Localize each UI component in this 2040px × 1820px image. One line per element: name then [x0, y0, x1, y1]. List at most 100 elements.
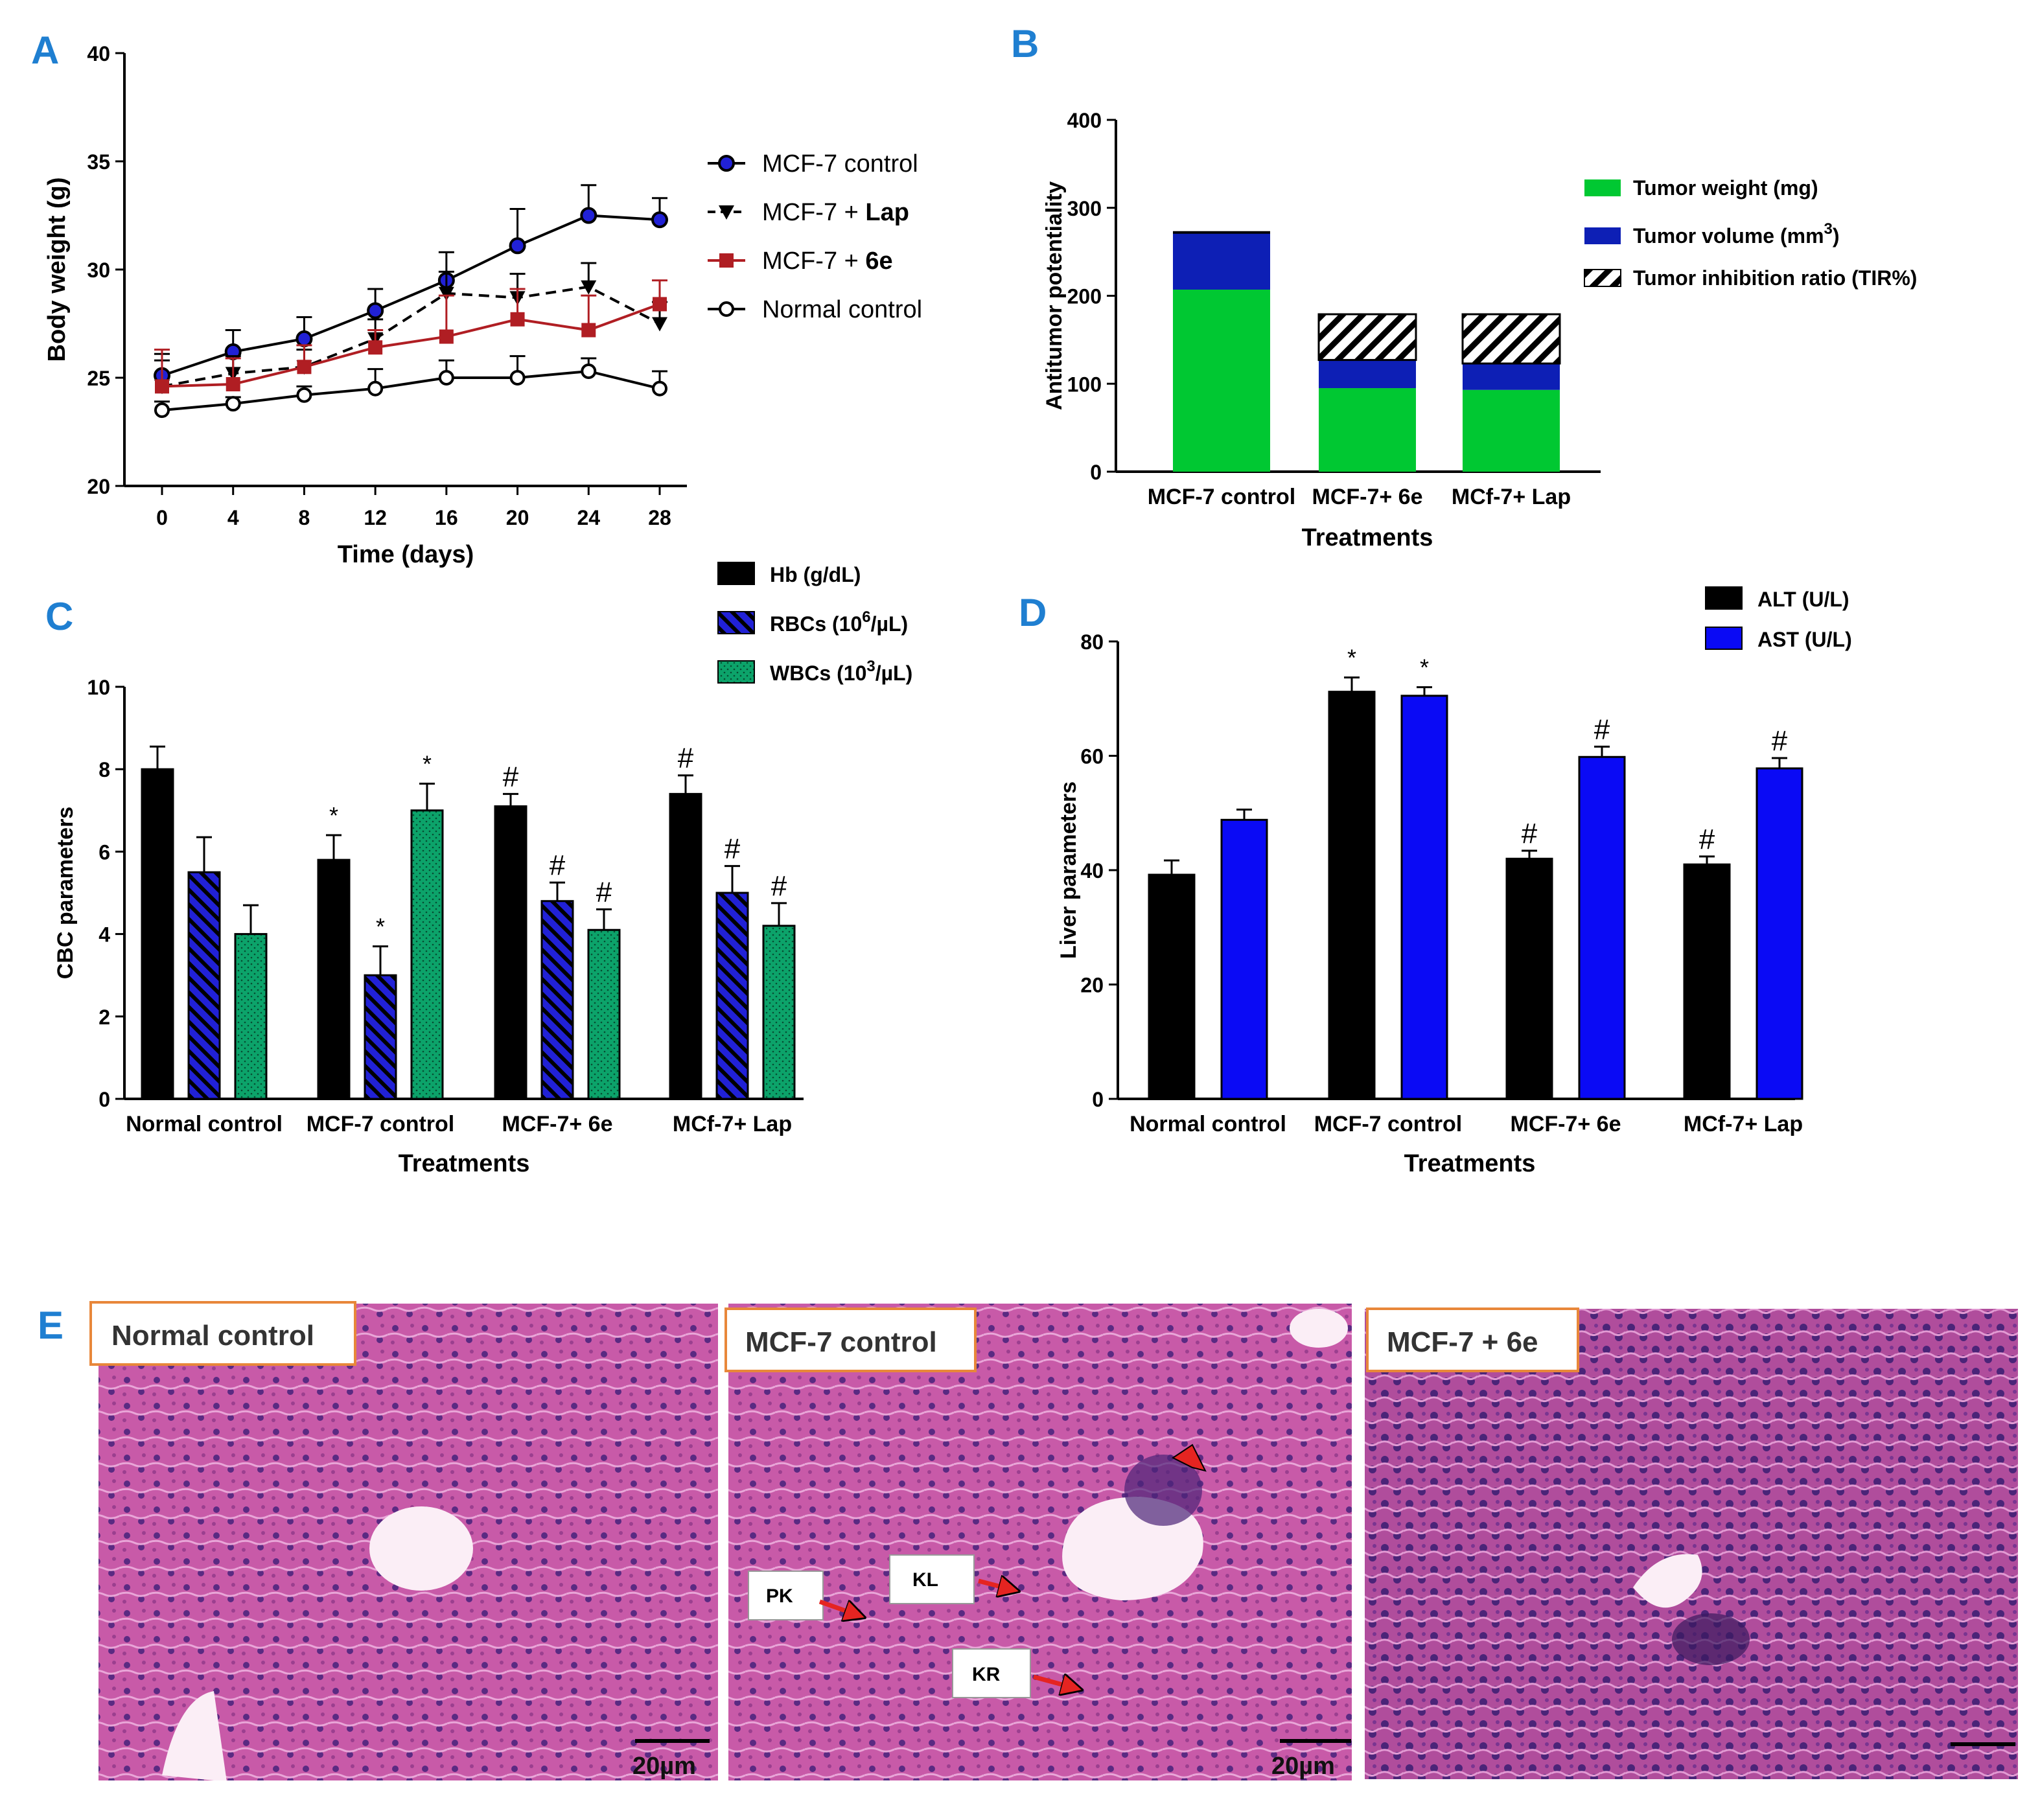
data-point: [509, 237, 526, 255]
significance-mark: *: [1420, 654, 1429, 681]
legend-swatch: [1584, 179, 1621, 196]
scale-bar-label-1: 20µm: [632, 1753, 696, 1780]
x-tick-label: MCF-7+ 6e: [502, 1112, 613, 1136]
x-tick-label: Normal control: [126, 1112, 283, 1136]
histology-label-mcf7: MCF-7 control: [745, 1326, 937, 1358]
panel-label-d: D: [1019, 591, 1047, 634]
x-tick-label: MCF-7+ 6e: [1312, 485, 1423, 509]
data-point: [226, 377, 240, 392]
series-line: [161, 285, 660, 388]
scale-bar-label-2: 20µm: [1271, 1753, 1335, 1780]
legend-label: Tumor inhibition ratio (TIR%): [1633, 266, 1917, 290]
legend-label: Tumor volume (mm3): [1633, 220, 1840, 248]
annotation-kl: KL: [912, 1569, 938, 1591]
series-line: [161, 303, 660, 388]
data-point: [651, 211, 668, 229]
x-tick-label: 28: [648, 506, 671, 529]
y-axis-label: Antitumor potentiality: [1042, 181, 1067, 410]
x-tick-label: MCf-7+ Lap: [1684, 1112, 1803, 1136]
bar: [317, 858, 351, 1100]
x-tick-label: 8: [299, 506, 310, 529]
x-axis-label: Treatments: [399, 1150, 530, 1177]
data-point: [367, 380, 384, 397]
data-point: [438, 370, 454, 386]
data-point: [581, 323, 596, 338]
stacked-bar-segment: [1173, 232, 1270, 290]
legend-label: AST (U/L): [1757, 628, 1852, 651]
x-tick-label: Normal control: [1130, 1112, 1286, 1136]
histology-image-mcf7-control: MCF-7 control PK KL KR 20µm: [724, 1301, 1354, 1783]
panel-label-a: A: [31, 29, 59, 72]
data-point: [296, 387, 312, 403]
significance-mark: #: [1594, 713, 1610, 745]
histology-image-mcf7-6e: MCF-7 + 6e: [1362, 1306, 2021, 1782]
y-tick-label: 200: [1067, 285, 1102, 308]
y-tick-label: 25: [87, 367, 110, 390]
x-tick-label: 4: [227, 506, 239, 529]
bar: [1328, 691, 1376, 1100]
data-point: [438, 286, 454, 301]
bar: [540, 900, 574, 1100]
x-tick-label: 20: [506, 506, 529, 529]
y-tick-label: 35: [87, 150, 110, 174]
bar: [1220, 818, 1268, 1100]
x-tick-label: 24: [577, 506, 600, 529]
chart-a-body-weight: 20 25 30 35 40 0 4 8 12 16 20 24 28 Time (days) Body w…: [43, 42, 922, 568]
legend-label: Hb (g/dL): [770, 563, 861, 586]
x-tick-label: MCF-7 control: [307, 1112, 455, 1136]
stacked-bar-segment: [1319, 388, 1416, 472]
data-point: [652, 380, 667, 397]
significance-mark: *: [329, 802, 338, 829]
stacked-bar-segment: [1173, 289, 1270, 472]
legend-marker: [719, 205, 734, 220]
data-point: [154, 402, 170, 419]
bar: [1505, 857, 1553, 1100]
significance-mark: *: [376, 914, 385, 940]
legend-label: MCF-7 + 6e: [762, 248, 893, 275]
legend-swatch: [717, 611, 755, 634]
legend-marker: [719, 301, 734, 317]
stacked-bar-segment: [1319, 360, 1416, 389]
bar: [141, 768, 174, 1100]
significance-mark: #: [1699, 824, 1715, 855]
y-axis-label: CBC parameters: [53, 807, 78, 979]
data-point: [580, 207, 597, 224]
data-point: [439, 329, 454, 344]
bar: [1683, 863, 1731, 1100]
x-tick-label: MCF-7 control: [1148, 485, 1296, 509]
legend-label: RBCs (106/µL): [770, 608, 908, 636]
y-tick-label: 60: [1080, 745, 1104, 768]
y-tick-label: 10: [87, 676, 110, 699]
bar: [1148, 873, 1196, 1100]
series-line: [161, 214, 660, 377]
chart-c-cbc: 0 2 4 6 8 10 Normal control * * * MCF-7 control # # #…: [53, 562, 912, 1177]
data-point: [155, 379, 169, 394]
y-tick-label: 40: [87, 42, 110, 65]
y-tick-label: 80: [1080, 630, 1104, 654]
data-point: [225, 396, 241, 412]
significance-mark: #: [503, 761, 519, 792]
stacked-bar-segment: [1463, 363, 1560, 390]
data-point: [367, 302, 384, 319]
annotation-pk: PK: [766, 1585, 793, 1607]
legend-label: WBCs (103/µL): [770, 658, 912, 685]
bar: [410, 809, 444, 1100]
y-tick-label: 30: [87, 259, 110, 282]
legend-swatch: [1584, 269, 1621, 287]
significance-mark: #: [771, 870, 787, 902]
x-axis-label: Treatments: [1404, 1150, 1536, 1177]
legend-swatch: [717, 660, 755, 684]
bar: [234, 933, 268, 1100]
legend-swatch: [717, 562, 755, 585]
y-tick-label: 400: [1067, 109, 1102, 132]
legend-swatch: [1705, 627, 1743, 650]
significance-mark: #: [1772, 725, 1788, 757]
bar: [762, 925, 796, 1100]
x-axis-label: Treatments: [1302, 524, 1433, 551]
x-tick-label: 0: [156, 506, 168, 529]
bar: [1578, 755, 1626, 1100]
panel-label-e: E: [38, 1304, 64, 1347]
bar: [364, 974, 397, 1100]
bar: [715, 892, 749, 1100]
histology-label-6e: MCF-7 + 6e: [1387, 1326, 1538, 1358]
